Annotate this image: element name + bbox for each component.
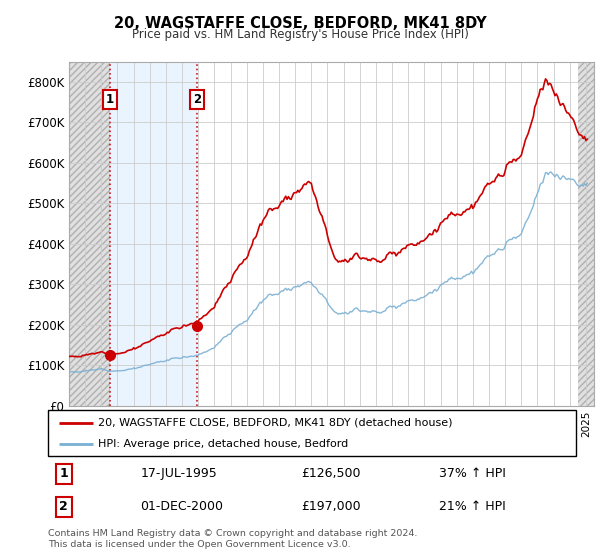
Text: 37% ↑ HPI: 37% ↑ HPI [439,467,506,480]
Text: 2: 2 [193,93,201,106]
Text: £126,500: £126,500 [301,467,361,480]
Text: 17-JUL-1995: 17-JUL-1995 [140,467,217,480]
Text: £197,000: £197,000 [301,500,361,514]
Bar [110,62,197,406]
Text: 1: 1 [59,467,68,480]
Text: 20, WAGSTAFFE CLOSE, BEDFORD, MK41 8DY (detached house): 20, WAGSTAFFE CLOSE, BEDFORD, MK41 8DY (… [98,418,452,428]
Text: Contains HM Land Registry data © Crown copyright and database right 2024.
This d: Contains HM Land Registry data © Crown c… [48,529,418,549]
Text: 01-DEC-2000: 01-DEC-2000 [140,500,223,514]
Text: 20, WAGSTAFFE CLOSE, BEDFORD, MK41 8DY: 20, WAGSTAFFE CLOSE, BEDFORD, MK41 8DY [113,16,487,31]
Bar [69,62,110,406]
Text: 1: 1 [106,93,114,106]
Text: 2: 2 [59,500,68,514]
Text: HPI: Average price, detached house, Bedford: HPI: Average price, detached house, Bedf… [98,439,349,449]
Bar [578,62,594,406]
Text: 21% ↑ HPI: 21% ↑ HPI [439,500,505,514]
FancyBboxPatch shape [48,410,576,456]
Text: Price paid vs. HM Land Registry's House Price Index (HPI): Price paid vs. HM Land Registry's House … [131,28,469,41]
